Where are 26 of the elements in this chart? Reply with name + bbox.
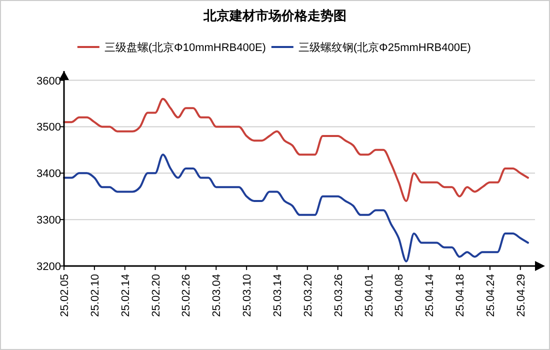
x-tick-label: 25.03.26 — [332, 274, 345, 317]
x-tick-label: 25.04.01 — [363, 274, 376, 317]
legend-label: 三级盘螺(北京Φ10mmHRB400E) — [104, 41, 266, 54]
y-tick-label: 3400 — [36, 168, 61, 180]
legend-label: 三级螺纹钢(北京Φ25mmHRB400E) — [298, 41, 471, 54]
x-tick-label: 25.03.20 — [302, 274, 314, 317]
x-tick-label: 25.03.14 — [272, 274, 284, 317]
x-tick-label: 25.03.10 — [242, 274, 254, 317]
x-tick-label: 25.04.14 — [424, 274, 436, 317]
x-tick-label: 25.03.04 — [211, 274, 224, 317]
x-tick-label: 25.04.08 — [394, 274, 406, 317]
line-series — [63, 98, 529, 202]
x-tick-label: 25.04.29 — [515, 274, 528, 317]
chart-title: 北京建材市场价格走势图 — [202, 8, 346, 23]
y-tick-label: 3500 — [36, 122, 61, 134]
x-tick-label: 25.04.18 — [454, 274, 467, 317]
x-tick-label: 25.04.24 — [484, 274, 497, 317]
x-tick-label: 25.02.20 — [150, 274, 162, 317]
x-tick-label: 25.02.10 — [89, 274, 102, 317]
y-tick-label: 3200 — [36, 261, 61, 273]
x-tick-label: 25.02.26 — [180, 274, 193, 317]
x-tick-label: 25.02.14 — [120, 274, 132, 317]
x-tick-label: 25.02.05 — [59, 274, 71, 317]
line-series — [63, 154, 529, 262]
y-tick-label: 3600 — [36, 75, 61, 88]
y-tick-label: 3300 — [36, 214, 61, 227]
